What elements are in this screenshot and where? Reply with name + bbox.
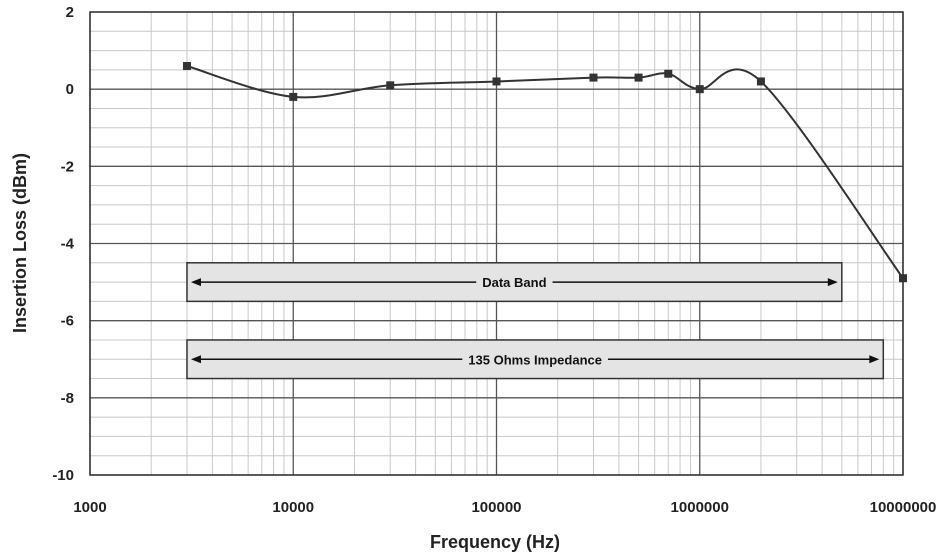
- data-point-marker: [386, 81, 395, 90]
- band-arrowhead-right: [827, 278, 838, 287]
- y-tick-label: 0: [66, 81, 74, 98]
- x-tick-label: 10000: [272, 499, 314, 516]
- x-tick-label: 100000: [471, 499, 521, 516]
- x-tick-label: 10000000: [870, 499, 937, 516]
- y-tick-label: -10: [52, 467, 74, 484]
- major-grid: [89, 11, 904, 476]
- band-label: Data Band: [482, 275, 546, 290]
- y-tick-label: -6: [61, 313, 74, 330]
- data-point-marker: [589, 73, 598, 82]
- data-point-marker: [182, 62, 191, 71]
- x-tick-label: 1000: [73, 499, 106, 516]
- y-axis-tick-labels: 2 0 -2 -4 -6 -8 -10: [52, 4, 74, 484]
- y-tick-label: -8: [61, 390, 74, 407]
- band-arrowhead-right: [869, 355, 880, 364]
- y-tick-label: 2: [66, 4, 74, 21]
- plot-frame: [89, 11, 904, 476]
- y-tick-label: -2: [61, 158, 74, 175]
- data-point-marker: [899, 274, 907, 283]
- data-point-marker: [756, 77, 765, 86]
- data-point-marker: [634, 73, 643, 82]
- data-point-marker: [289, 92, 298, 101]
- y-axis-title: Insertion Loss (dBm): [10, 153, 30, 333]
- data-point-marker: [664, 69, 673, 78]
- x-axis-title: Frequency (Hz): [430, 532, 560, 552]
- band-arrowhead-left: [190, 355, 201, 364]
- data-series: [182, 62, 907, 283]
- band-arrowhead-left: [190, 278, 201, 287]
- band-label: 135 Ohms Impedance: [468, 352, 602, 367]
- data-point-marker: [695, 85, 704, 94]
- x-axis-tick-labels: 1000 10000 100000 1000000 10000000: [73, 499, 936, 516]
- annotation-bands: Data Band 135 Ohms Impedance: [186, 262, 885, 380]
- y-tick-label: -4: [61, 236, 75, 253]
- x-tick-label: 1000000: [671, 499, 729, 516]
- data-point-marker: [492, 77, 501, 86]
